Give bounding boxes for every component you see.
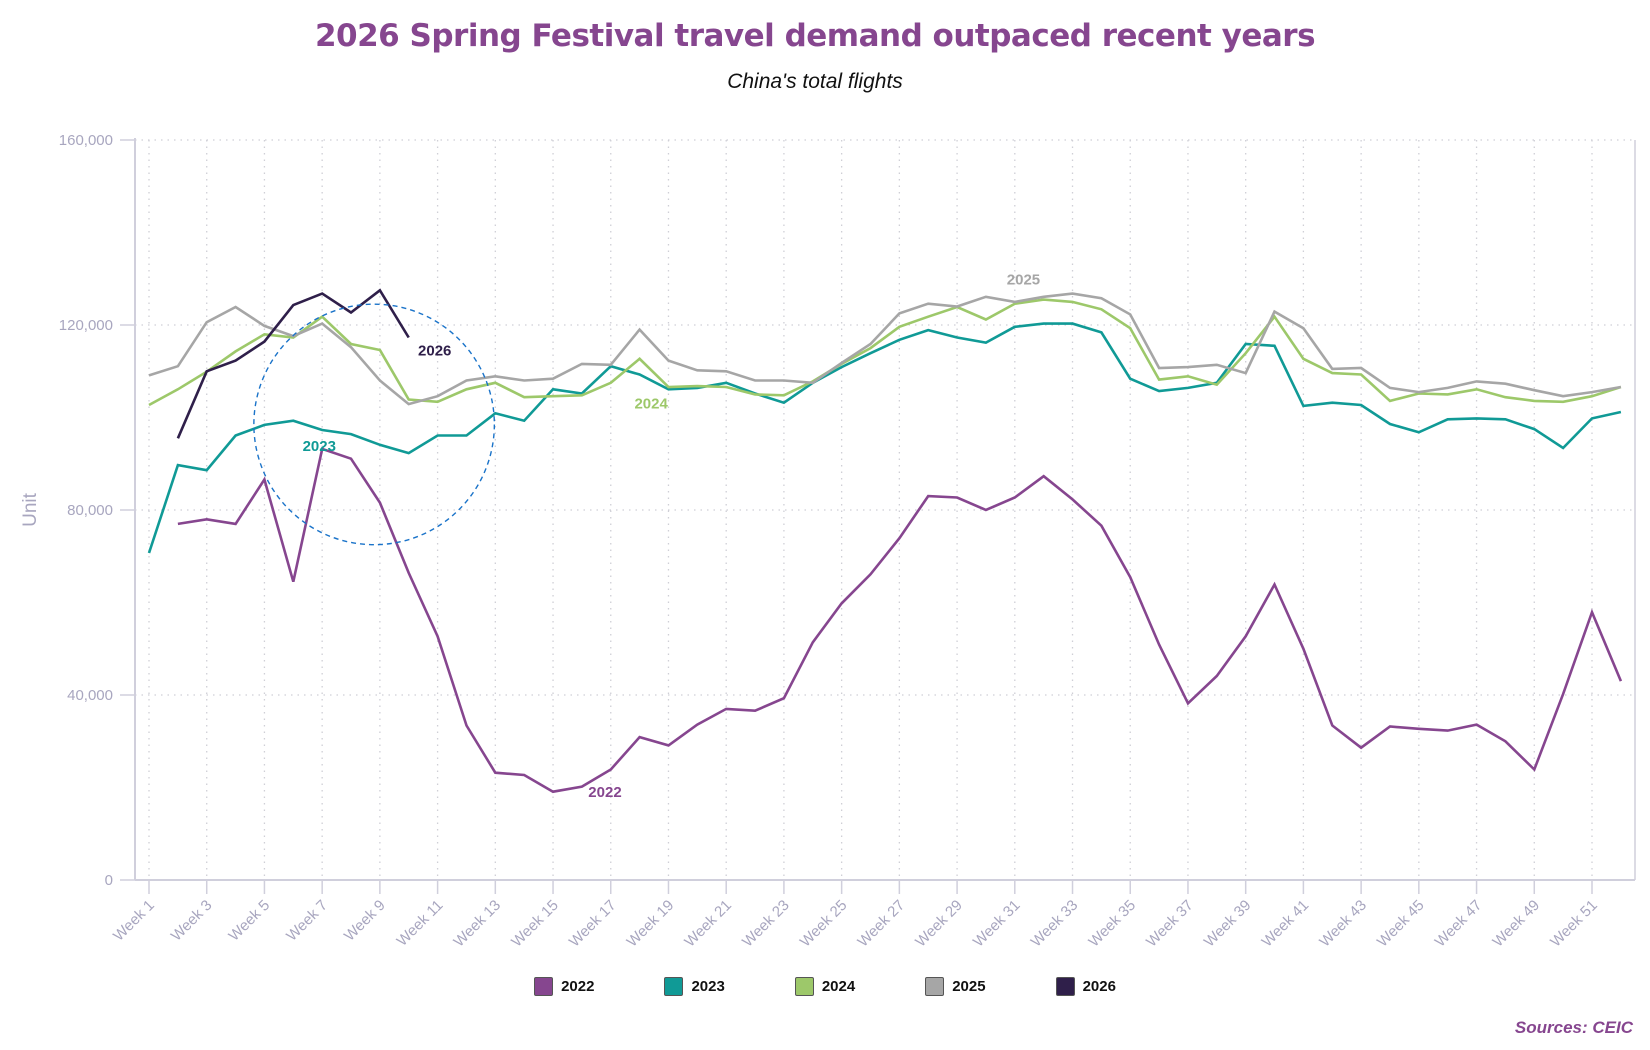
legend-item-2025[interactable]: 2025 bbox=[925, 977, 986, 996]
legend-item-2023[interactable]: 2023 bbox=[664, 977, 725, 996]
x-tick-label: Week 31 bbox=[970, 897, 1024, 951]
legend-item-2022[interactable]: 2022 bbox=[534, 977, 594, 996]
legend-label: 2023 bbox=[691, 978, 725, 995]
source-note: Sources: CEIC bbox=[1514, 1018, 1633, 1037]
series-label-2025: 2025 bbox=[1007, 271, 1040, 288]
legend-label: 2025 bbox=[952, 978, 986, 995]
annotations: 2022 2023 2024 2025 2026 bbox=[253, 271, 1040, 801]
x-tick-label: Week 47 bbox=[1432, 897, 1486, 951]
series-line-2025 bbox=[148, 292, 1622, 406]
y-tick-label: 80,000 bbox=[67, 502, 113, 519]
legend-swatch bbox=[664, 977, 684, 996]
y-tick-label: 40,000 bbox=[67, 687, 113, 704]
chart-subtitle: China's total flights bbox=[727, 70, 903, 93]
series-label-2024: 2024 bbox=[634, 395, 668, 412]
legend-item-2026[interactable]: 2026 bbox=[1055, 977, 1116, 996]
legend-label: 2026 bbox=[1082, 978, 1116, 995]
x-tick-label: Week 37 bbox=[1143, 897, 1197, 951]
legend: 2022 2023 2024 2025 2026 bbox=[0, 977, 1650, 996]
x-tick-label: Week 49 bbox=[1489, 897, 1543, 951]
series-label-2023: 2023 bbox=[303, 438, 336, 455]
x-tick-label: Week 35 bbox=[1085, 897, 1139, 951]
x-tick-label: Week 21 bbox=[681, 897, 735, 951]
y-axis-label: Unit bbox=[20, 492, 41, 527]
grid bbox=[135, 139, 1635, 880]
x-tick-label: Week 27 bbox=[854, 897, 908, 951]
x-tick-label: Week 15 bbox=[508, 897, 562, 951]
x-tick-label: Week 1 bbox=[110, 897, 158, 945]
x-tick-label: Week 51 bbox=[1547, 897, 1601, 951]
series-lines bbox=[147, 288, 1623, 794]
series-line-2022 bbox=[177, 447, 1623, 794]
x-tick-label: Week 29 bbox=[912, 897, 966, 951]
x-tick-label: Week 11 bbox=[394, 897, 447, 950]
series-label-2022: 2022 bbox=[588, 784, 621, 801]
series-line-2026 bbox=[176, 288, 410, 439]
y-tick-label: 0 bbox=[105, 872, 113, 889]
y-tick-label: 120,000 bbox=[59, 317, 113, 334]
legend-item-2024[interactable]: 2024 bbox=[794, 977, 856, 996]
chart-title: 2026 Spring Festival travel demand outpa… bbox=[314, 18, 1316, 54]
series-label-2026: 2026 bbox=[418, 343, 451, 360]
x-tick-label: Week 23 bbox=[739, 897, 793, 951]
legend-swatch bbox=[794, 977, 814, 996]
y-tick-label: 160,000 bbox=[59, 132, 113, 149]
x-tick-label: Week 7 bbox=[283, 897, 331, 945]
x-tick-label: Week 41 bbox=[1259, 897, 1313, 951]
legend-swatch bbox=[925, 977, 945, 996]
series-line-2023 bbox=[147, 322, 1622, 554]
x-tick-label: Week 39 bbox=[1201, 897, 1255, 951]
highlight-circle bbox=[253, 303, 496, 546]
x-tick-label: Week 45 bbox=[1374, 897, 1428, 951]
x-tick-label: Week 33 bbox=[1028, 897, 1082, 951]
legend-label: 2024 bbox=[821, 978, 856, 995]
legend-swatch bbox=[1055, 977, 1075, 996]
x-tick-label: Week 5 bbox=[225, 897, 273, 945]
x-tick-label: Week 3 bbox=[168, 897, 216, 945]
x-tick-label: Week 9 bbox=[341, 897, 389, 945]
x-tick-label: Week 25 bbox=[797, 897, 851, 951]
x-tick-label: Week 17 bbox=[566, 897, 620, 951]
legend-swatch bbox=[534, 977, 554, 996]
x-tick-label: Week 43 bbox=[1316, 897, 1370, 951]
x-tick-label: Week 19 bbox=[624, 897, 678, 951]
x-tick-label: Week 13 bbox=[450, 897, 504, 951]
series-line-2024 bbox=[148, 298, 1622, 407]
legend-label: 2022 bbox=[561, 978, 595, 995]
